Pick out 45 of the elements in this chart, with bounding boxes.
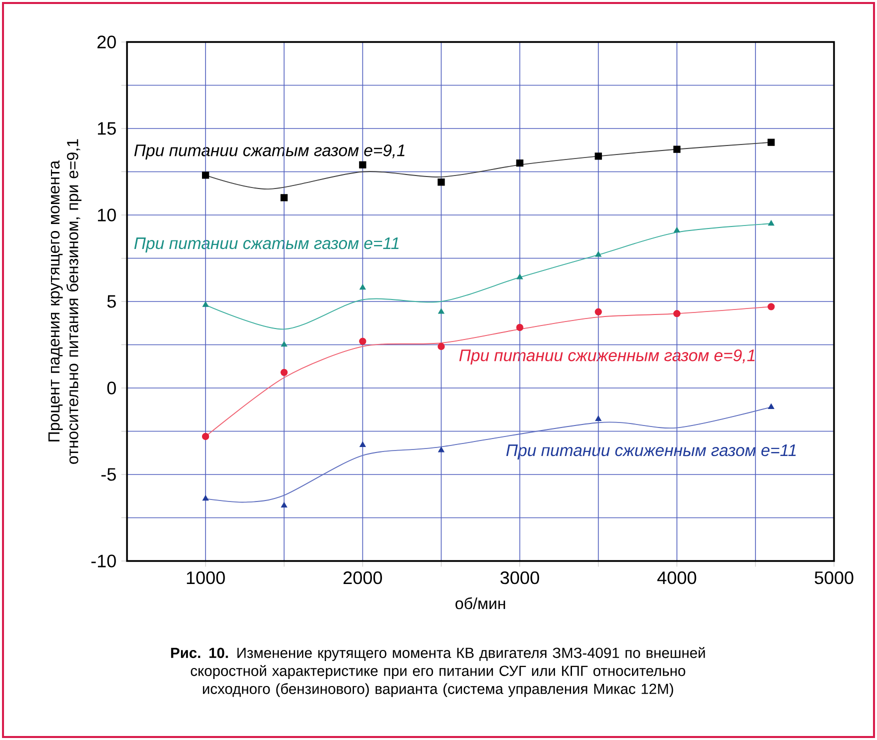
point: [280, 502, 288, 508]
x-axis-title: об/мин: [456, 597, 506, 610]
point: [360, 284, 366, 290]
point: [768, 403, 774, 409]
point: [360, 442, 366, 448]
point: [768, 138, 775, 146]
y-tick-label: 0: [107, 382, 116, 394]
point: [768, 220, 774, 226]
point: [202, 432, 210, 440]
y-tick-label: 5: [107, 295, 116, 308]
point: [594, 308, 602, 316]
y-tick-label: -10: [91, 554, 116, 568]
point: [202, 495, 209, 501]
point: [438, 178, 445, 186]
point: [280, 368, 288, 376]
point: [438, 446, 444, 452]
point: [594, 152, 602, 160]
point: [280, 194, 288, 202]
y-tick-label: 10: [98, 208, 116, 222]
x-tick-label: 2000: [344, 571, 382, 584]
x-tick-label: 1000: [186, 571, 225, 584]
x-tick-label: 4000: [657, 571, 696, 584]
point: [674, 227, 680, 232]
point: [595, 251, 602, 257]
point: [359, 338, 366, 345]
x-tick-label: 5000: [814, 571, 854, 584]
point: [595, 416, 602, 422]
point: [673, 146, 680, 153]
y-tick-label: -5: [101, 468, 116, 481]
point: [202, 172, 210, 179]
point: [280, 341, 288, 347]
y-tick-label: 15: [98, 122, 116, 135]
x-tick-label: 3000: [500, 571, 540, 584]
point: [516, 274, 523, 280]
point: [202, 301, 209, 307]
point: [673, 310, 680, 318]
point: [516, 324, 524, 332]
text: Рис. 10. Изменение крутящего момента КВ двигателя ЗМЗ-4091 по внешней скоростной характеристике при его питании СУГ или КПГ относительно исходного (бензинового) варианта (система управления Микас 12М): [171, 647, 705, 697]
point: [516, 160, 524, 167]
y-tick-label: 20: [97, 36, 116, 48]
point: [438, 308, 444, 314]
point: [438, 342, 445, 350]
point: [359, 161, 366, 168]
y-axis-title: Процент падения крутящего момента относительно питания бензином, при е=9,1: [48, 139, 82, 464]
point: [768, 303, 775, 310]
